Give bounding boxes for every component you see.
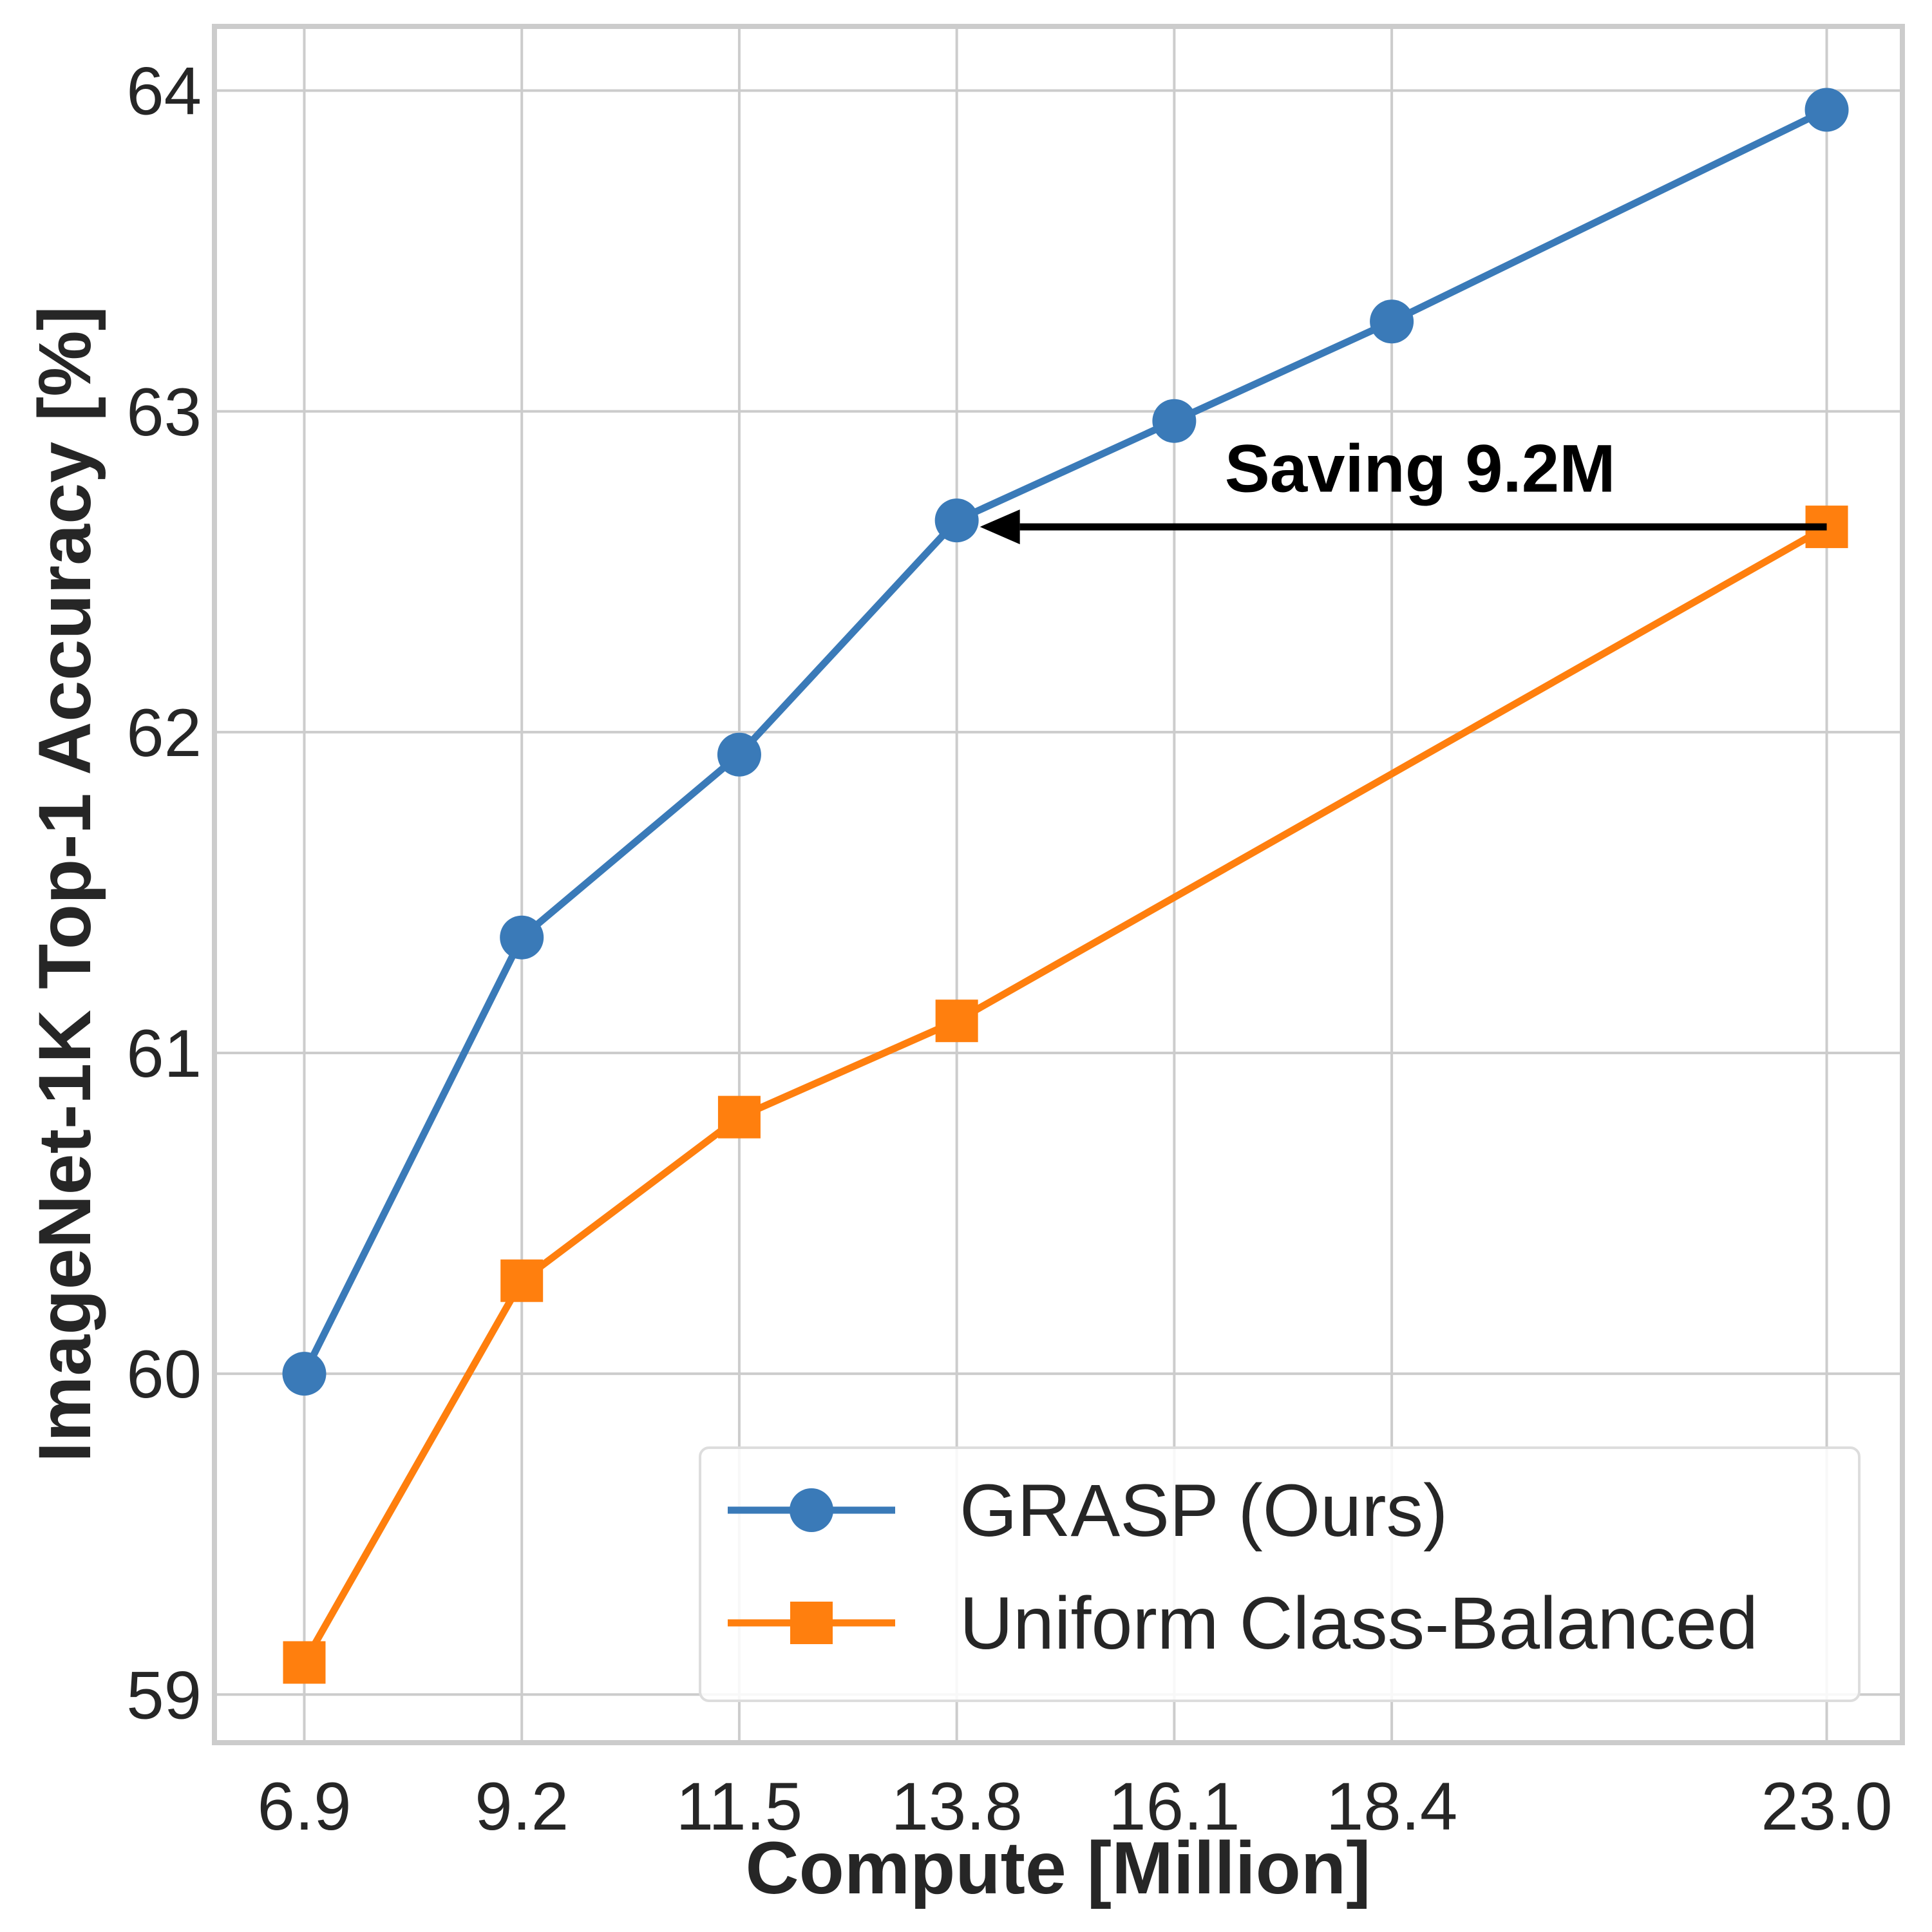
data-point-circle (500, 915, 544, 960)
annotation-layer: Saving 9.2M (980, 431, 1827, 545)
legend-marker-circle (790, 1488, 833, 1532)
y-tick-label: 61 (126, 1016, 202, 1092)
data-point-circle (1370, 299, 1414, 344)
data-point-circle (282, 1352, 327, 1396)
x-tick-label: 23.0 (1761, 1769, 1892, 1844)
x-tick-label: 9.2 (475, 1769, 569, 1844)
data-point-square (935, 999, 978, 1043)
x-tick-label: 16.1 (1108, 1769, 1240, 1844)
x-axis-title: Compute [Million] (746, 1827, 1371, 1909)
x-tick-label: 18.4 (1326, 1769, 1457, 1844)
x-tick-label: 6.9 (258, 1769, 352, 1844)
data-point-square (283, 1641, 326, 1684)
y-tick-label: 59 (126, 1658, 202, 1733)
legend-label-0: GRASP (Ours) (960, 1470, 1448, 1552)
legend: GRASP (Ours) Uniform Class-Balanced (699, 1446, 1861, 1702)
tick-labels: 6.9 9.2 11.5 13.8 16.1 18.4 23.0 59 60 61 62 63 64 (126, 54, 1893, 1844)
y-axis-title: ImageNet-1K Top-1 Accuracy [%] (24, 306, 106, 1463)
annotation-arrow-head (980, 509, 1020, 545)
data-point-circle (1804, 88, 1849, 132)
data-point-circle (717, 732, 761, 777)
legend-marker-square (790, 1602, 833, 1644)
data-point-square (500, 1259, 544, 1302)
y-tick-label: 60 (126, 1337, 202, 1412)
x-tick-label: 13.8 (891, 1769, 1022, 1844)
plot-frame (212, 24, 1905, 1745)
y-tick-label: 64 (126, 54, 202, 129)
legend-label-1: Uniform Class-Balanced (960, 1582, 1758, 1665)
x-tick-label: 11.5 (676, 1769, 803, 1844)
series-line-0 (301, 106, 1828, 1376)
series-layer (282, 88, 1849, 1684)
y-tick-label: 62 (126, 696, 202, 771)
legend-items: GRASP (Ours) Uniform Class-Balanced (728, 1470, 1758, 1665)
data-point-square (717, 1095, 761, 1139)
data-point-circle (1152, 399, 1197, 443)
data-point-circle (934, 498, 979, 543)
y-tick-label: 63 (126, 375, 202, 450)
annotation-text: Saving 9.2M (1225, 431, 1616, 506)
legend-box (699, 1446, 1861, 1702)
